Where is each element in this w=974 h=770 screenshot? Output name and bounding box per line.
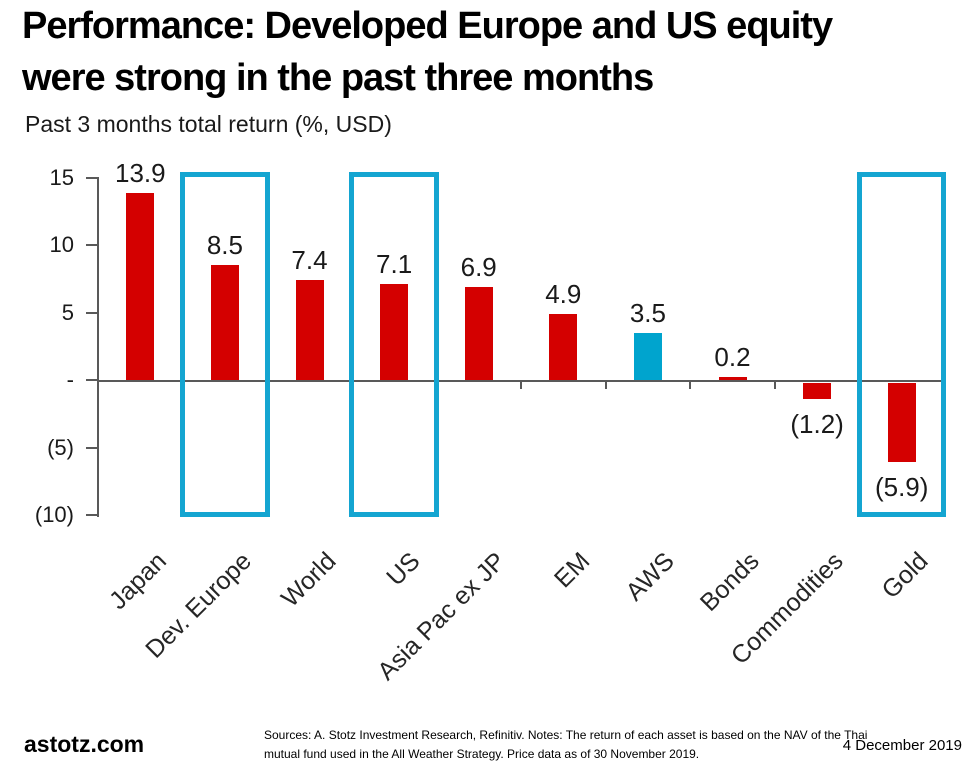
bar-us [380,284,409,380]
value-label-bonds: 0.2 [714,342,751,373]
x-label-em: EM [548,547,596,594]
bar-commodities [803,382,832,399]
bar-em [549,313,578,380]
value-label-aws: 3.5 [629,297,666,328]
highlight-box-dev-europe [180,172,270,517]
value-label-dev-europe: 8.5 [206,230,243,261]
y-axis-tick-3 [86,379,98,382]
y-axis-line [97,177,99,517]
bar-bonds [718,377,747,380]
x-label-bonds: Bonds [694,547,765,617]
x-label-world: World [275,547,342,613]
x-label-us: US [381,547,426,592]
value-label-japan: 13.9 [114,157,166,188]
highlight-box-us [349,172,439,517]
x-label-aws: AWS [620,547,680,607]
x-label-japan: Japan [104,547,173,615]
x-label-gold: Gold [876,547,934,605]
value-label-asia-pac-ex-jp: 6.9 [460,251,497,282]
bar-gold [887,382,916,463]
x-axis-tick-5 [520,381,522,389]
y-axis-label-3: - [66,367,74,393]
y-axis-label-1: 10 [49,232,74,258]
y-axis-tick-4 [86,446,98,449]
bar-aws [633,332,662,380]
bar-asia-pac-ex-jp [464,286,493,380]
y-axis-label-0: 15 [49,165,74,190]
page-title: Performance: Developed Europe and US equ… [22,0,962,104]
brand-logo-text: astotz.com [24,731,145,757]
bar-japan [126,192,155,380]
y-axis-label-5: (10) [34,502,74,527]
bar-world [295,280,324,380]
x-axis-tick-6 [604,381,607,389]
footer-date: 4 December 2019 [842,737,962,754]
highlight-box-gold [856,172,947,517]
value-label-us: 7.1 [376,249,413,280]
value-label-world: 7.4 [291,245,328,276]
y-axis-tick-1 [86,244,98,247]
value-label-gold: (5.9) [874,472,929,503]
y-axis-label-4: (5) [47,434,74,460]
x-axis-tick-7 [689,381,692,389]
y-axis-tick-0 [86,177,98,179]
bar-dev-europe [210,265,239,380]
page-title-line1: Performance: Developed Europe and US equ… [22,5,833,47]
value-label-em: 4.9 [545,278,582,309]
x-axis-baseline [97,379,945,382]
chart-subtitle: Past 3 months total return (%, USD) [25,111,392,137]
x-axis-tick-8 [773,381,776,389]
value-label-commodities: (1.2) [790,408,844,439]
y-axis-tick-2 [86,311,98,314]
footer-sources-note: Sources: A. Stotz Investment Research, R… [264,728,868,761]
y-axis-label-2: 5 [61,299,74,325]
y-axis-tick-5 [86,514,98,516]
page-title-line2: were strong in the past three months [22,57,654,99]
